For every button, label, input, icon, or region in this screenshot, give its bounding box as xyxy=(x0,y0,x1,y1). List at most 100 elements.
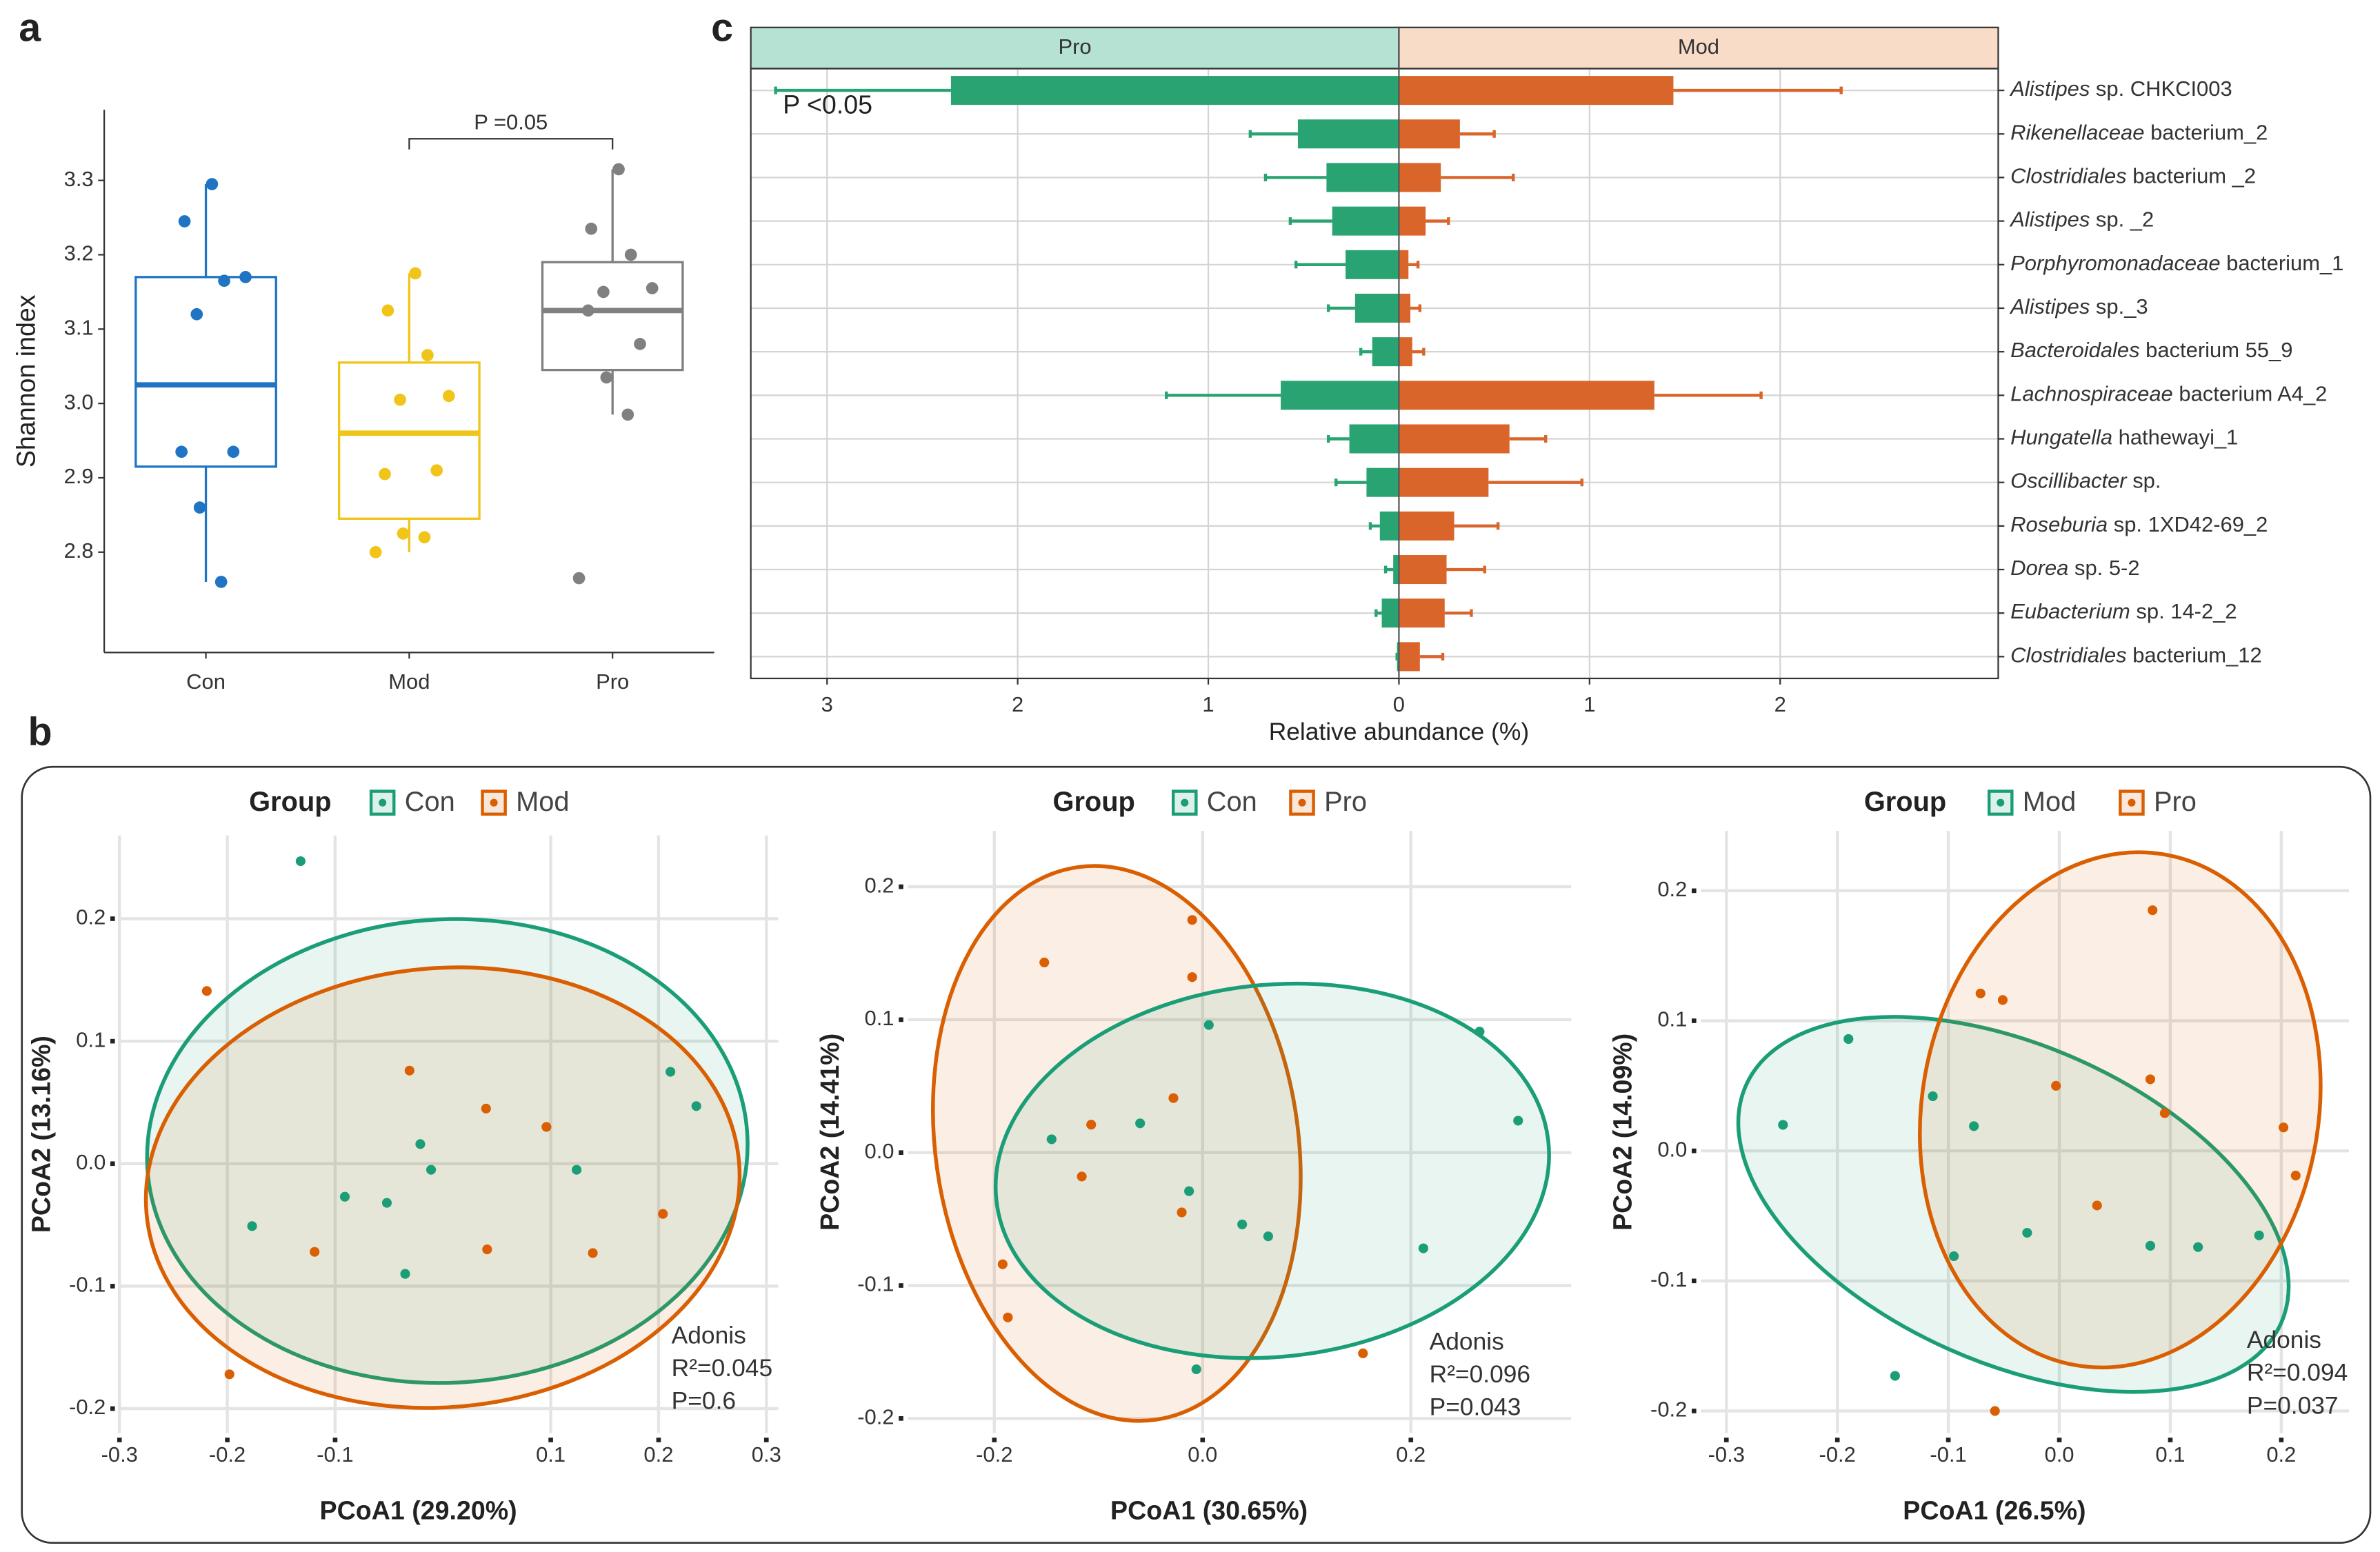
panel-b-frame xyxy=(21,765,2372,1544)
point xyxy=(1890,1371,1900,1381)
bar xyxy=(1397,642,1399,672)
point xyxy=(1168,1093,1179,1103)
point xyxy=(218,274,230,288)
y-tick-label: -0.1 xyxy=(857,1272,894,1296)
point xyxy=(1997,995,2008,1005)
point xyxy=(600,371,613,384)
point xyxy=(426,1165,437,1175)
y-tick xyxy=(110,1284,115,1289)
y-tick-label: 0.1 xyxy=(76,1027,106,1051)
x-axis-label: Relative abundance (%) xyxy=(1269,718,1529,745)
point xyxy=(295,856,306,867)
ellipse xyxy=(1736,1015,2291,1394)
point xyxy=(421,349,434,361)
x-tick-label: 3 xyxy=(821,692,833,716)
point xyxy=(2278,1122,2289,1133)
annotation: P=0.6 xyxy=(672,1388,736,1415)
point xyxy=(2022,1227,2032,1238)
legend-label: Con xyxy=(405,787,455,817)
bar xyxy=(1399,337,1412,367)
x-axis-label: PCoA1 (30.65%) xyxy=(1110,1495,1308,1524)
point xyxy=(997,1259,1008,1269)
x-tick xyxy=(2057,1438,2062,1442)
point xyxy=(481,1103,491,1113)
x-tick xyxy=(117,1438,122,1442)
x-tick-label: Pro xyxy=(596,669,629,694)
x-tick xyxy=(332,1438,338,1442)
annotation: R²=0.096 xyxy=(1430,1361,1530,1388)
point xyxy=(1975,988,1986,998)
y-tick xyxy=(110,916,115,921)
bar xyxy=(1346,250,1399,279)
category-label: Alistipes sp. CHKCI003 xyxy=(2009,77,2232,101)
legend-key xyxy=(1987,789,2014,816)
point xyxy=(2145,1240,2156,1251)
point xyxy=(339,1191,350,1202)
category-label: Eubacterium sp. 14-2_2 xyxy=(2010,599,2237,623)
point xyxy=(201,986,212,996)
point xyxy=(1203,1020,1214,1030)
strip xyxy=(750,26,1400,70)
category-label: Clostridiales bacterium_12 xyxy=(2010,643,2262,667)
y-tick xyxy=(1691,1148,1697,1153)
legend-label: Mod xyxy=(516,787,569,817)
x-tick-label: 0.0 xyxy=(2045,1442,2074,1467)
point xyxy=(1135,1118,1146,1129)
point xyxy=(394,393,406,406)
bar xyxy=(1399,206,1426,236)
legend-title: Group xyxy=(1864,787,1946,817)
bar xyxy=(1381,598,1399,628)
y-tick xyxy=(1691,1018,1697,1023)
point xyxy=(409,267,422,280)
y-tick xyxy=(899,884,903,889)
point xyxy=(1177,1207,1187,1218)
legend-dot xyxy=(1181,798,1189,807)
category-label: Dorea sp. 5-2 xyxy=(2010,556,2139,580)
bar xyxy=(1399,424,1510,454)
y-tick xyxy=(899,1416,903,1421)
box xyxy=(541,261,684,372)
bar xyxy=(1399,642,1420,672)
point xyxy=(2145,1074,2156,1085)
point xyxy=(443,390,455,403)
annotation: Adonis xyxy=(1430,1328,1504,1355)
bar xyxy=(1399,598,1445,628)
point xyxy=(381,1198,392,1208)
point xyxy=(193,501,206,514)
y-tick-label: -0.2 xyxy=(1650,1398,1687,1422)
point xyxy=(404,1065,414,1076)
point xyxy=(666,1067,676,1077)
point xyxy=(1778,1120,1788,1130)
point xyxy=(178,215,191,228)
ellipse xyxy=(993,981,1551,1360)
y-tick-label: 3.3 xyxy=(64,167,94,191)
point xyxy=(310,1247,320,1257)
y-tick xyxy=(110,1406,115,1411)
point xyxy=(691,1101,701,1111)
point xyxy=(430,464,443,477)
point xyxy=(1191,1364,1201,1375)
point xyxy=(397,527,410,540)
point xyxy=(369,545,382,558)
y-tick-label: 2.9 xyxy=(64,464,94,488)
bar xyxy=(1393,555,1399,585)
point xyxy=(1928,1091,1938,1102)
bar xyxy=(1399,119,1460,149)
y-tick xyxy=(1691,888,1697,894)
annotation: P =0.05 xyxy=(474,110,548,134)
legend-title: Group xyxy=(249,787,331,817)
ellipse xyxy=(1918,850,2323,1370)
y-tick xyxy=(899,1150,903,1156)
y-tick xyxy=(110,1038,115,1044)
y-tick-label: 2.8 xyxy=(64,538,94,563)
point xyxy=(1949,1251,1959,1262)
y-tick xyxy=(1691,1278,1697,1284)
y-tick-label: -0.1 xyxy=(69,1273,106,1297)
y-axis-label: PCoA2 (13.16%) xyxy=(27,1036,56,1233)
point xyxy=(1184,1186,1194,1196)
x-tick-label: 1 xyxy=(1583,692,1595,716)
category-label: Hungatella hathewayi_1 xyxy=(2010,425,2238,450)
x-tick xyxy=(763,1438,769,1442)
point xyxy=(418,531,431,544)
x-tick-label: -0.2 xyxy=(976,1442,1012,1467)
